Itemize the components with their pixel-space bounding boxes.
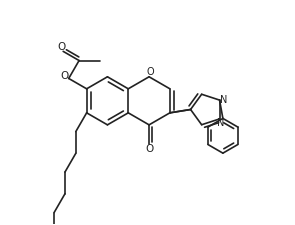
Text: O: O	[60, 71, 68, 81]
Text: N: N	[217, 118, 224, 128]
Text: O: O	[147, 68, 155, 77]
Text: O: O	[145, 144, 153, 154]
Text: O: O	[57, 42, 65, 52]
Text: N: N	[220, 95, 227, 105]
